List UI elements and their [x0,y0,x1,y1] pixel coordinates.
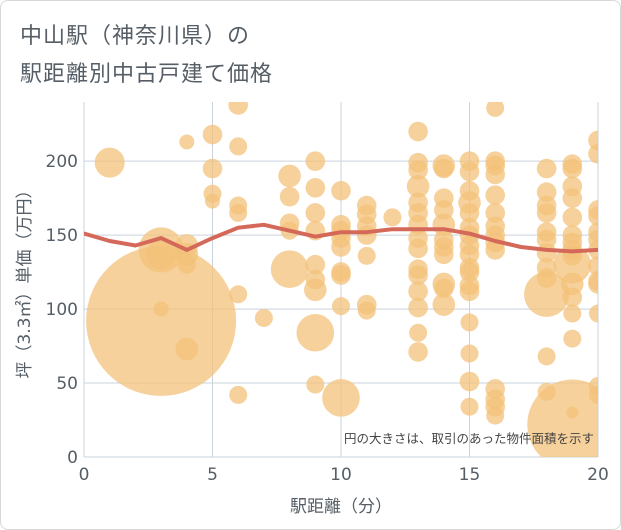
data-bubble [486,406,505,425]
data-bubble [86,245,237,396]
data-bubble [254,308,273,327]
data-bubble [306,375,325,394]
trend-layer [84,222,598,254]
data-bubble [588,274,598,294]
data-bubble [229,285,248,304]
data-bubble [460,313,479,332]
bubble-layer [86,102,598,457]
data-bubble [459,371,480,392]
data-bubble [383,208,402,227]
data-bubble [408,121,428,142]
data-bubble [536,203,557,223]
x-tick-label: 20 [587,465,609,485]
data-bubble [459,161,480,182]
data-bubble [553,245,592,284]
data-bubble [270,250,309,288]
chart-title-line1: 中山駅（神奈川県）の [20,24,251,49]
data-bubble [589,304,598,323]
data-bubble [228,102,248,115]
data-bubble [566,406,579,419]
data-bubble [485,164,506,185]
data-bubble [486,102,505,117]
data-bubble [408,160,428,180]
data-bubble [434,158,454,179]
data-bubble [588,143,598,164]
data-bubble [562,158,583,179]
y-tick-label: 150 [46,226,78,246]
data-bubble [153,301,169,317]
data-bubble [460,344,479,363]
size-annotation: 円の大きさは、取引のあった物件面積を示す [344,431,594,446]
data-bubble [485,240,506,260]
x-tick-label: 15 [459,465,481,485]
data-bubble [524,271,570,317]
data-bubble [331,180,351,201]
data-bubble [179,134,195,150]
data-bubble [434,278,454,299]
data-bubble [527,379,598,457]
x-tick-label: 5 [207,465,218,485]
data-bubble [537,347,556,366]
data-bubble [331,265,351,285]
data-bubble [408,297,428,318]
data-bubble [588,256,598,276]
y-tick-label: 50 [56,374,78,394]
data-bubble [406,175,430,198]
trend-line [84,222,598,254]
data-bubble [562,207,583,228]
data-bubble [305,254,326,275]
data-bubble [562,287,583,308]
data-bubble [459,281,480,302]
data-bubble [229,203,248,222]
data-bubble [408,265,428,285]
data-bubble [175,337,199,361]
data-bubble [202,124,223,145]
data-bubble [459,203,480,223]
data-bubble [305,151,326,171]
data-bubble [562,188,583,208]
data-bubble [146,239,177,270]
data-bubble [322,379,360,417]
data-bubble [304,278,327,302]
data-bubble [202,158,223,179]
y-tick-label: 200 [46,152,78,172]
data-bubble [563,329,582,348]
data-bubble [94,147,125,178]
data-bubble [434,244,454,265]
x-axis-label: 駅距離（分） [290,497,392,517]
data-bubble [278,164,301,188]
data-bubble [229,137,248,156]
data-bubble [432,293,456,316]
data-bubble [485,185,506,205]
data-bubble [357,301,376,320]
data-bubble [589,385,598,404]
data-bubble [305,177,326,198]
data-bubble [408,238,428,259]
data-bubble [588,206,598,226]
data-bubble [177,255,196,274]
data-bubble [229,385,248,404]
data-bubble [460,397,479,416]
x-tick-label: 0 [79,465,90,485]
data-bubble [536,158,557,179]
y-axis-label: 坪（3.3㎡）単価（万円） [15,181,35,378]
data-bubble [331,237,351,257]
y-tick-label: 0 [67,448,78,468]
data-bubble [332,297,350,316]
data-bubble [357,246,376,265]
data-bubble [305,203,326,223]
data-bubble [408,281,428,302]
data-bubble [409,323,428,342]
data-bubble [356,225,377,245]
data-bubble [279,186,300,207]
data-bubble [296,313,335,352]
data-bubble [563,304,582,323]
data-bubble [408,342,428,362]
y-tick-label: 100 [46,300,78,320]
x-tick-label: 10 [330,465,352,485]
chart-title-line2: 駅距離別中古戸建て価格 [20,62,274,87]
data-bubble [205,193,220,209]
